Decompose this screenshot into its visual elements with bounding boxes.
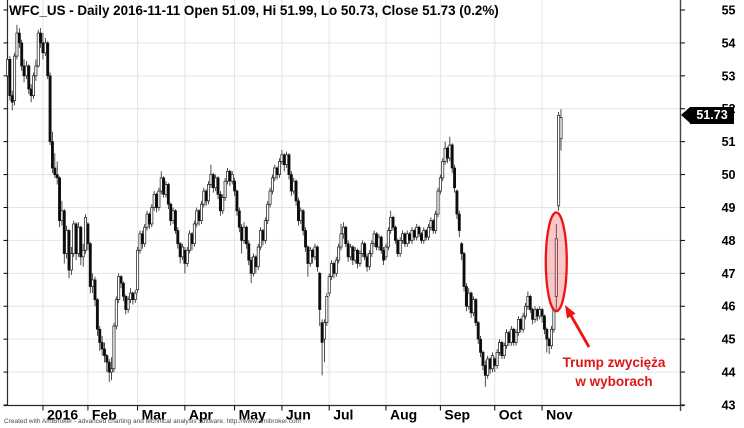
annotation-line2: w wyborach: [575, 373, 653, 389]
svg-text:Jun: Jun: [286, 407, 311, 423]
svg-text:Jul: Jul: [333, 407, 353, 423]
svg-text:43: 43: [722, 399, 736, 413]
svg-text:Sep: Sep: [444, 407, 470, 423]
svg-text:54: 54: [722, 36, 736, 50]
svg-text:55: 55: [722, 3, 736, 17]
x-axis-month-labels: 2016 Feb Mar Apr May Jun Jul Aug Sep Oct Nov: [47, 407, 573, 423]
svg-text:44: 44: [722, 366, 736, 380]
price-tag-arrow: [681, 107, 690, 123]
svg-text:50: 50: [722, 168, 736, 182]
svg-text:48: 48: [722, 234, 736, 248]
svg-text:May: May: [239, 407, 266, 423]
svg-text:2016: 2016: [47, 407, 78, 423]
svg-text:Aug: Aug: [390, 407, 417, 423]
svg-text:Mar: Mar: [142, 407, 167, 423]
svg-text:51: 51: [722, 135, 736, 149]
chart-title: WFC_US - Daily 2016-11-11 Open 51.09, Hi…: [9, 3, 499, 18]
annotation-text: Trump zwycięża w wyborach: [552, 354, 676, 391]
grid-lines: [7, 0, 681, 405]
svg-text:Oct: Oct: [499, 407, 523, 423]
svg-text:46: 46: [722, 300, 736, 314]
svg-text:49: 49: [722, 201, 736, 215]
svg-text:53: 53: [722, 69, 736, 83]
svg-text:45: 45: [722, 333, 736, 347]
plot-border: [3, 0, 685, 411]
annotation-line1: Trump zwycięża: [562, 355, 666, 370]
candles: [6, 24, 563, 387]
svg-text:47: 47: [722, 267, 736, 281]
svg-text:Feb: Feb: [92, 407, 117, 423]
credit-footer: Created with AmiBroker - advanced charti…: [4, 418, 301, 425]
svg-text:Apr: Apr: [189, 407, 214, 423]
last-price-tag: 51.73: [690, 107, 734, 124]
svg-text:Nov: Nov: [546, 407, 573, 423]
y-axis-tick-labels: 55545352515049484746454443: [722, 3, 736, 412]
annotation-ellipse: [544, 211, 568, 313]
annotation-arrow: [565, 305, 591, 348]
